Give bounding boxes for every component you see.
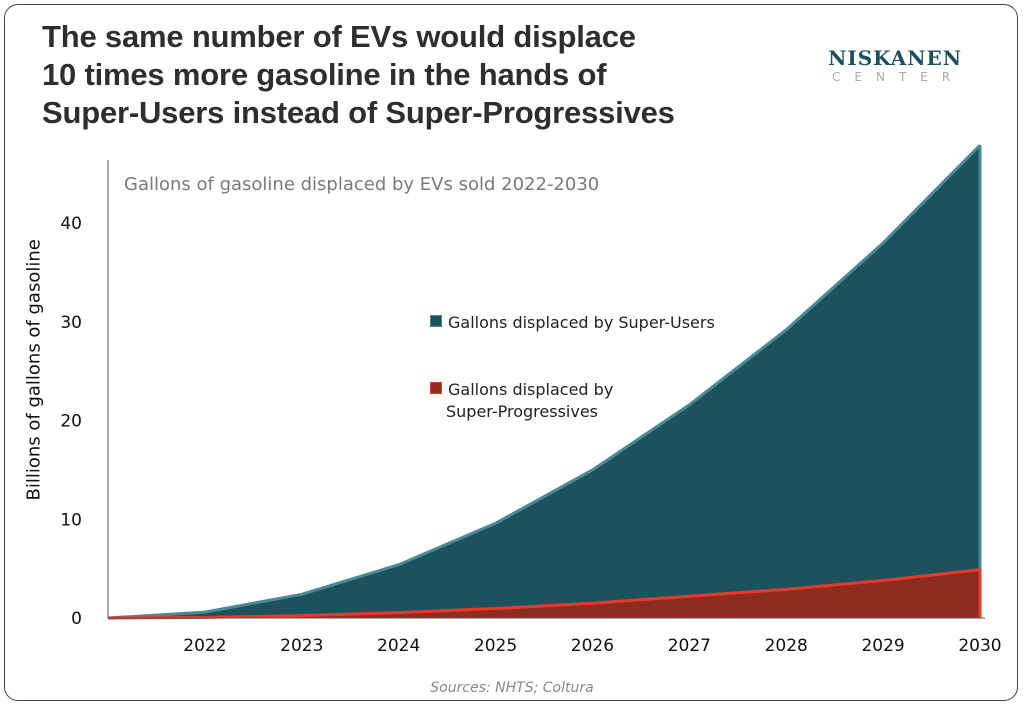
- data-point: [882, 242, 884, 244]
- title-line-2: 10 times more gasoline in the hands of: [42, 57, 607, 92]
- y-tick-label: 30: [60, 313, 82, 333]
- data-point: [785, 588, 787, 590]
- data-point: [301, 615, 303, 617]
- x-tick-label: 2028: [765, 636, 808, 656]
- y-tick-label: 10: [60, 510, 82, 530]
- data-point: [301, 593, 303, 595]
- series-line-1: [107, 568, 981, 620]
- legend-item-super-users: Gallons displaced by Super-Users: [430, 312, 715, 334]
- x-tick-label: 2029: [861, 636, 904, 656]
- source-note: Sources: NHTS; Coltura: [430, 680, 594, 696]
- title-line-3: Super-Users instead of Super-Progressive…: [42, 95, 675, 130]
- y-tick-label: 40: [60, 214, 82, 234]
- data-point: [591, 602, 593, 604]
- data-point: [398, 612, 400, 614]
- niskanen-logo: NISKANEN CENTER: [826, 46, 964, 84]
- x-tick-label: 2024: [377, 636, 420, 656]
- data-point: [495, 522, 497, 524]
- chart-frame: [4, 4, 1018, 701]
- x-tick-label: 2027: [668, 636, 711, 656]
- chart-subtitle: Gallons of gasoline displaced by EVs sol…: [124, 174, 600, 195]
- legend-label-super-progressives: Gallons displaced by Super-Progressives: [446, 380, 614, 421]
- x-tick-label: 2030: [958, 636, 1001, 656]
- chart-title: The same number of EVs would displace 10…: [42, 18, 675, 132]
- x-tick-label: 2022: [183, 636, 226, 656]
- x-tick-label: 2026: [571, 636, 614, 656]
- legend-label-super-users: Gallons displaced by Super-Users: [448, 313, 715, 332]
- data-point: [882, 579, 884, 581]
- data-point: [495, 608, 497, 610]
- x-tick-label: 2025: [474, 636, 517, 656]
- y-axis-label: Billions of gallons of gasoline: [23, 239, 45, 501]
- data-point: [688, 404, 690, 406]
- y-tick-label: 0: [71, 609, 82, 629]
- legend-swatch-super-users: [430, 315, 442, 327]
- x-tick-label: 2023: [280, 636, 323, 656]
- series-area-0: [108, 145, 980, 619]
- logo-line-2: CENTER: [832, 70, 965, 84]
- data-point: [204, 611, 206, 613]
- series-area-1: [108, 569, 980, 618]
- logo-line-1: NISKANEN: [828, 46, 963, 70]
- data-point: [398, 564, 400, 566]
- legend-item-super-progressives: Gallons displaced by Super-Progressives: [430, 379, 656, 423]
- data-point: [979, 569, 981, 571]
- legend-swatch-super-progressives: [430, 382, 442, 394]
- title-line-1: The same number of EVs would displace: [42, 19, 636, 54]
- data-point: [688, 595, 690, 597]
- series-line-0: [107, 144, 982, 620]
- data-point: [785, 329, 787, 331]
- data-point: [591, 469, 593, 471]
- data-point: [979, 144, 981, 146]
- y-tick-label: 20: [60, 412, 82, 432]
